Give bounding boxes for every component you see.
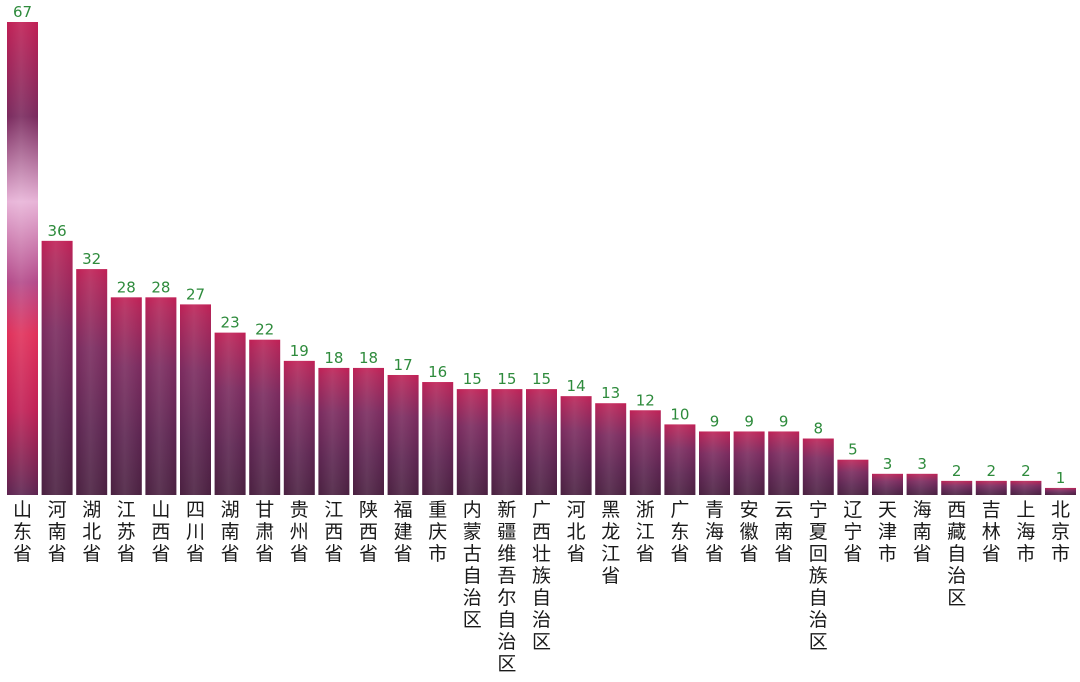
bar-shine — [456, 389, 488, 495]
tick-label: 湖北省 — [82, 499, 101, 565]
tick-label: 广东省 — [670, 499, 689, 565]
tick-label: 云南省 — [774, 499, 793, 565]
bar-shine — [733, 431, 765, 495]
data-label: 2 — [987, 462, 997, 480]
data-label: 18 — [359, 349, 378, 367]
bar-shine — [283, 360, 315, 495]
tick-label: 山西省 — [151, 499, 170, 565]
data-label: 27 — [186, 285, 205, 303]
tick-label: 宁夏回族自治区 — [809, 499, 828, 653]
data-label: 15 — [463, 370, 482, 388]
bar-shine — [595, 403, 627, 495]
bar-shine — [872, 473, 903, 495]
bars-layer — [7, 22, 1076, 495]
tick-label: 青海省 — [705, 499, 724, 565]
bar-shine — [629, 410, 661, 495]
data-label: 14 — [567, 377, 586, 395]
tick-label: 湖南省 — [221, 499, 240, 565]
bar-shine — [145, 297, 177, 495]
bar-shine — [214, 332, 246, 495]
data-label: 9 — [710, 412, 720, 430]
tick-label: 西藏自治区 — [947, 499, 966, 609]
bar-shine — [422, 382, 454, 495]
bar-shine — [76, 269, 108, 495]
bar-shine — [526, 389, 557, 495]
data-label: 36 — [48, 222, 67, 240]
tick-label: 北京市 — [1051, 499, 1070, 565]
tick-label: 四川省 — [186, 499, 205, 565]
bar-shine — [491, 389, 523, 495]
bar-shine — [975, 480, 1007, 495]
data-label: 15 — [532, 370, 551, 388]
bar-shine — [1045, 487, 1076, 495]
data-label: 9 — [744, 412, 754, 430]
bar-shine — [906, 473, 938, 495]
bar-shine — [664, 424, 696, 495]
tick-label: 海南省 — [913, 499, 932, 565]
tick-label: 贵州省 — [290, 499, 309, 565]
tick-label: 内蒙古自治区 — [463, 499, 482, 631]
data-label: 16 — [428, 363, 447, 381]
data-label: 28 — [117, 278, 136, 296]
bar-shine — [802, 438, 834, 495]
tick-label: 辽宁省 — [843, 499, 862, 565]
tick-label: 山东省 — [13, 499, 32, 565]
tick-label: 黑龙江省 — [601, 499, 620, 587]
data-label: 3 — [883, 455, 893, 473]
tick-label: 江苏省 — [117, 499, 136, 565]
tick-label: 上海市 — [1016, 499, 1035, 565]
data-label: 8 — [814, 420, 824, 438]
tick-label: 江西省 — [324, 499, 343, 565]
data-label: 15 — [497, 370, 516, 388]
tick-label: 河南省 — [48, 499, 67, 565]
bar-shine — [110, 297, 142, 495]
data-label: 17 — [394, 356, 413, 374]
bar-shine — [41, 240, 73, 495]
category-labels-layer: 山东省河南省湖北省江苏省山西省四川省湖南省甘肃省贵州省江西省陕西省福建省重庆市内… — [13, 499, 1070, 675]
bar-shine — [768, 431, 800, 495]
data-label: 9 — [779, 412, 789, 430]
data-label: 5 — [848, 441, 858, 459]
bar-shine — [837, 459, 869, 495]
tick-label: 陕西省 — [359, 499, 378, 565]
data-label: 28 — [151, 278, 170, 296]
data-label: 32 — [82, 250, 101, 268]
tick-label: 广西壮族自治区 — [532, 499, 551, 653]
data-label: 12 — [636, 391, 655, 409]
bar-shine — [7, 22, 38, 495]
data-label: 2 — [1021, 462, 1031, 480]
data-label: 19 — [290, 342, 309, 360]
bar-shine — [1010, 480, 1042, 495]
tick-label: 新疆维吾尔自治区 — [497, 499, 516, 675]
bar-shine — [318, 367, 350, 495]
data-label: 18 — [324, 349, 343, 367]
data-label: 67 — [13, 3, 32, 21]
bar-shine — [249, 339, 281, 495]
tick-label: 甘肃省 — [255, 499, 274, 565]
bar-shine — [353, 367, 384, 495]
tick-label: 吉林省 — [982, 499, 1001, 565]
bar-shine — [699, 431, 730, 495]
bar-shine — [560, 396, 592, 495]
data-label: 13 — [601, 384, 620, 402]
bar-shine — [180, 304, 211, 495]
data-label: 10 — [670, 405, 689, 423]
tick-label: 安徽省 — [740, 499, 759, 565]
data-label: 1 — [1056, 469, 1066, 487]
tick-label: 福建省 — [394, 499, 413, 565]
tick-label: 浙江省 — [636, 499, 655, 565]
tick-label: 天津市 — [878, 499, 897, 565]
bar-shine — [941, 480, 973, 495]
tick-label: 重庆市 — [428, 499, 447, 565]
bar-shine — [387, 374, 419, 495]
data-label: 2 — [952, 462, 962, 480]
data-label: 23 — [221, 314, 240, 332]
data-label: 3 — [917, 455, 927, 473]
data-label: 22 — [255, 321, 274, 339]
tick-label: 河北省 — [567, 499, 586, 565]
